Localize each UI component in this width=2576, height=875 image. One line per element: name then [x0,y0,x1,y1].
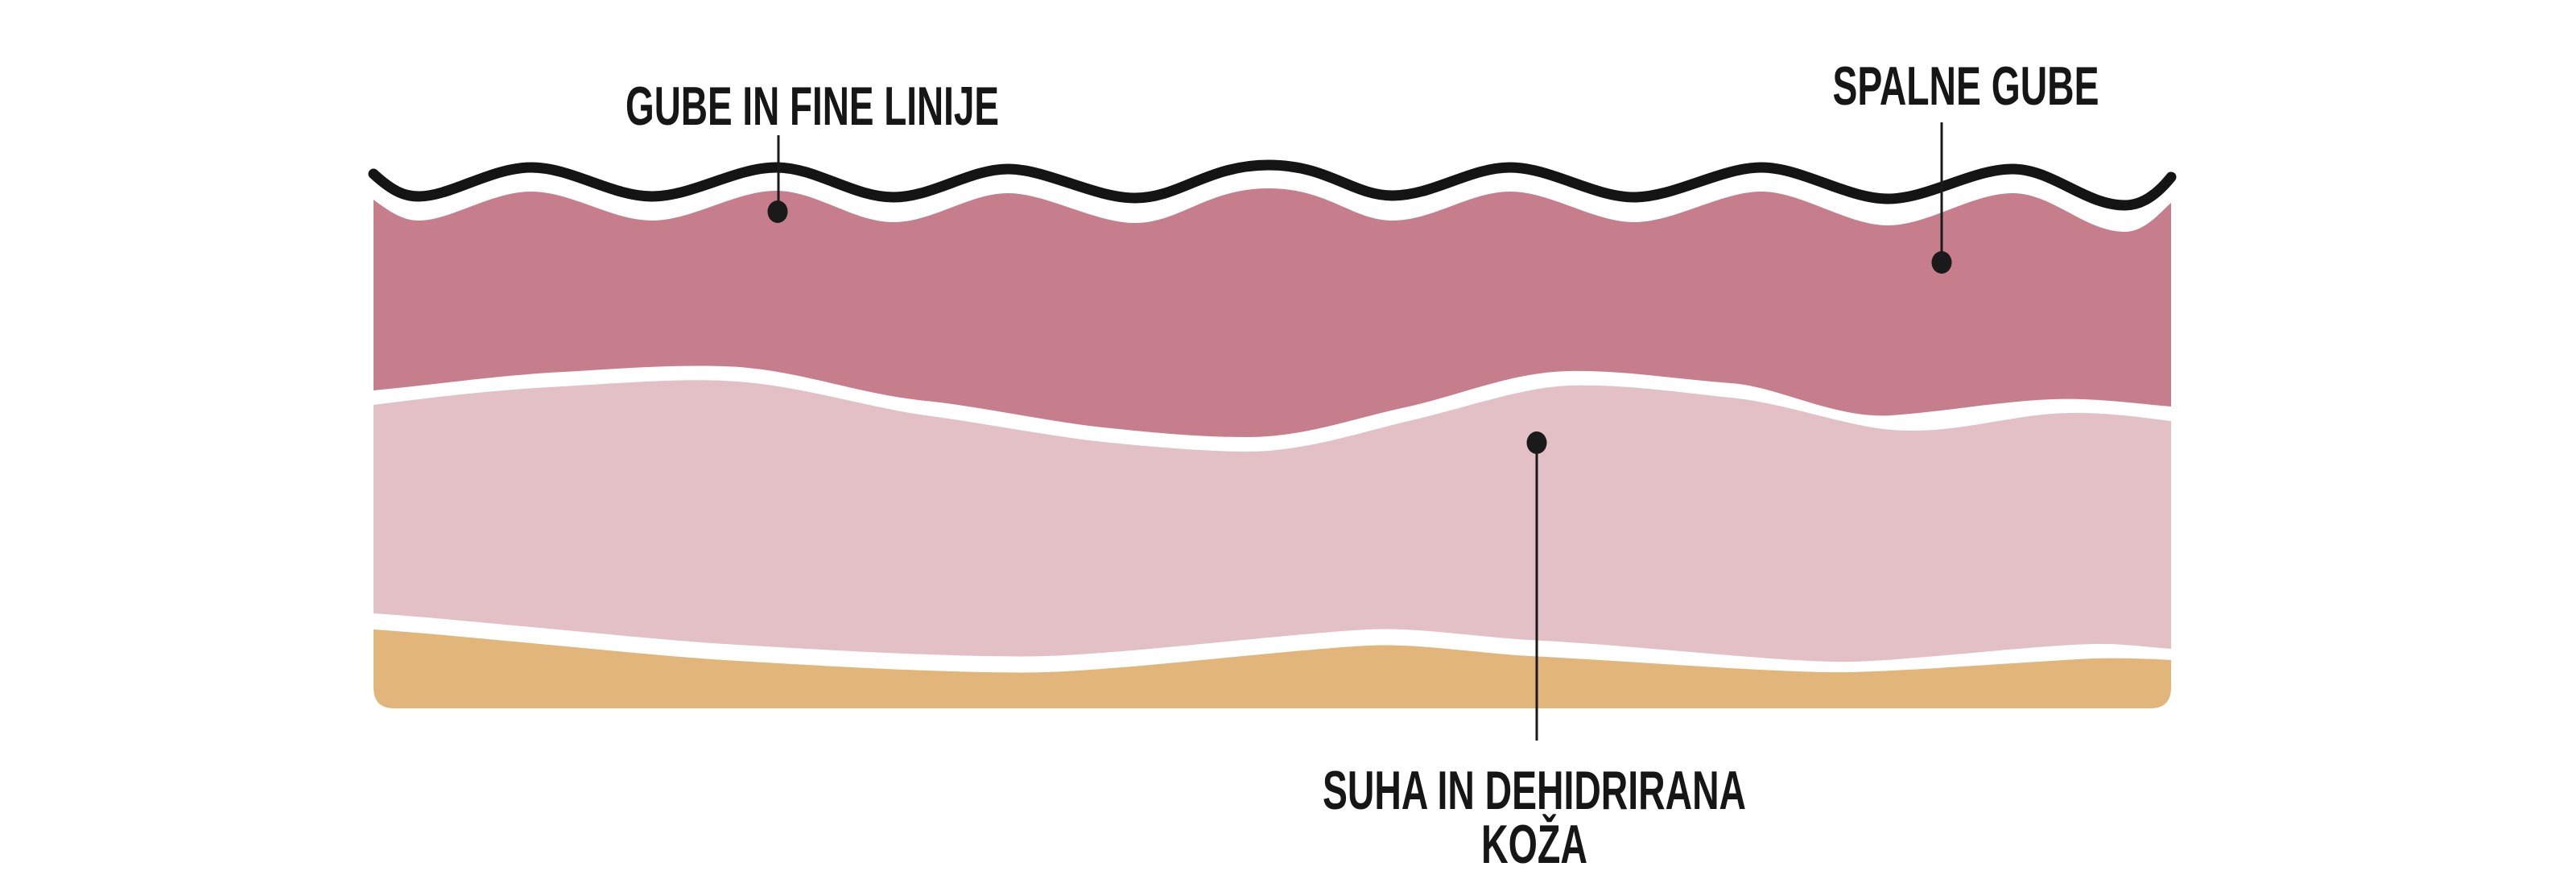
annotation-dot-dry-skin [1526,431,1547,454]
epidermis-layer [374,188,2171,437]
label-sleep-wrinkles: SPALNE GUBE [1833,56,2099,117]
dermis-layer [374,380,2171,662]
hypodermis-layer [374,629,2171,708]
skin-surface-line [368,159,2177,211]
label-dry-skin-line2: KOŽA [1481,813,1587,875]
annotation-dot-wrinkles [767,200,788,223]
annotation-dot-sleep-wrinkles [1931,251,1952,274]
label-dry-skin-line1: SUHA IN DEHIDRIRANA [1323,760,1746,821]
label-wrinkles-fine-lines: GUBE IN FINE LINIJE [625,76,999,137]
